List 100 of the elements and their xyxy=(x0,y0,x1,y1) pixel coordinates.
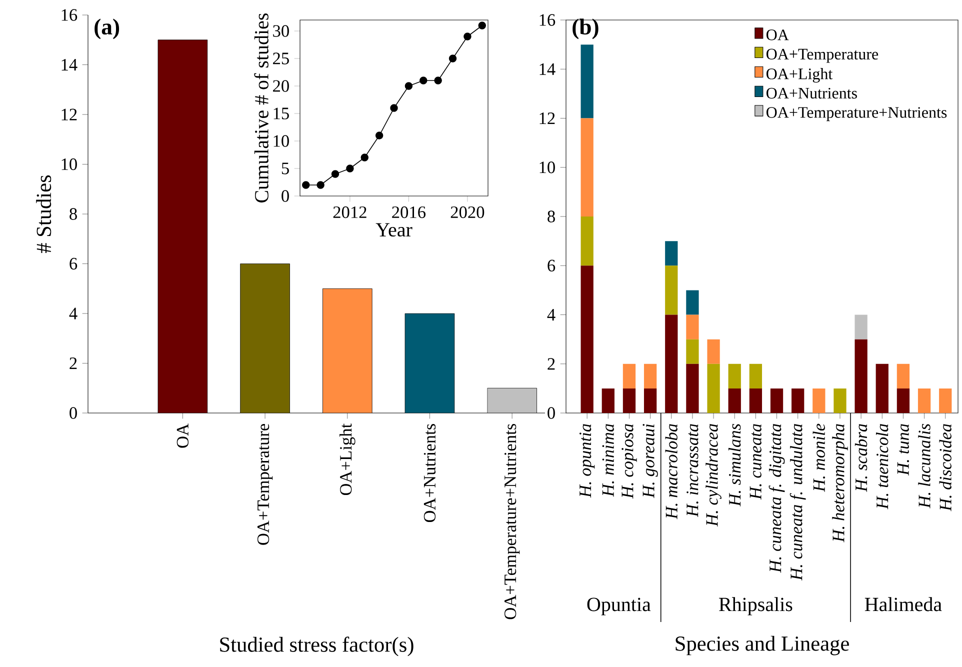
y-tick-label: 6 xyxy=(70,258,78,270)
x-tick-label: H. cylindracea xyxy=(706,424,722,527)
bar xyxy=(686,364,699,414)
point xyxy=(434,76,442,84)
bar xyxy=(749,388,762,414)
point xyxy=(316,181,324,189)
bar xyxy=(602,388,614,414)
x-tick-label: H. incrassata xyxy=(686,424,698,518)
bar xyxy=(686,339,699,364)
text: Opuntia xyxy=(587,598,651,616)
y-tick-label: 10 xyxy=(274,135,289,147)
y-tick-label: 0 xyxy=(548,407,555,419)
point xyxy=(464,32,472,40)
y-axis-title: Cumulative # of studies xyxy=(254,13,268,202)
bar xyxy=(580,266,594,414)
y-tick-label: 4 xyxy=(69,308,78,320)
y-tick-label: 20 xyxy=(273,80,289,92)
y-tick-label: 8 xyxy=(70,208,77,220)
x-tick-label: H. heteromorpha xyxy=(832,424,848,542)
bar xyxy=(854,314,868,340)
y-tick-label: 25 xyxy=(273,52,289,64)
x-tick-label: H. minima xyxy=(602,424,614,497)
y-tick-label: 5 xyxy=(282,162,289,174)
y-tick-label: 10 xyxy=(62,158,77,170)
y-tick-label: 8 xyxy=(548,210,555,222)
legend-label: OA+Temperature xyxy=(766,48,878,63)
y-tick-label: 2 xyxy=(548,358,555,370)
bar xyxy=(644,388,657,414)
y-tick-label: 15 xyxy=(274,108,289,120)
text: Rhipsalis xyxy=(719,597,792,616)
x-tick-label: OA+Temperature xyxy=(257,424,273,545)
bar xyxy=(580,118,594,217)
annotation: (b) xyxy=(572,18,598,40)
x-tick-label: H. discoidea xyxy=(939,424,952,512)
x-tick-label: H. monile xyxy=(812,424,826,492)
bar xyxy=(580,44,594,118)
x-axis-title: Species and Lineage xyxy=(676,636,849,656)
text: Halimeda xyxy=(864,597,942,612)
y-tick-label: 10 xyxy=(540,162,555,174)
point xyxy=(390,104,398,112)
point xyxy=(478,22,486,30)
bar xyxy=(665,266,678,315)
x-tick-label: H. opuntia xyxy=(579,424,595,498)
y-tick-label: 6 xyxy=(548,260,556,272)
bar xyxy=(854,339,868,414)
x-tick-label: H. scabra xyxy=(854,424,868,492)
x-tick-label: H. copiosa xyxy=(622,424,637,499)
point xyxy=(346,164,354,172)
x-tick-label: 2020 xyxy=(450,206,484,218)
bar xyxy=(876,364,888,414)
bar xyxy=(896,388,910,414)
x-tick-label: OA+Light xyxy=(340,424,356,496)
y-tick-label: 30 xyxy=(273,25,289,37)
bar xyxy=(728,388,741,414)
x-tick-label: H. lacunalis xyxy=(918,424,930,508)
x-tick-label: OA+Temperature+Nutrients xyxy=(504,424,520,620)
annotation: (a) xyxy=(94,18,120,40)
y-tick-label: 12 xyxy=(62,108,77,120)
x-tick-label: H. cuneata xyxy=(750,424,762,500)
legend-label: OA+Temperature+Nutrients xyxy=(766,107,947,122)
y-tick-label: 2 xyxy=(70,358,77,369)
y-tick-label: 0 xyxy=(282,190,289,202)
bar xyxy=(665,314,678,414)
x-tick-label: H. tuna xyxy=(897,424,910,476)
x-tick-label: OA+Nutrients xyxy=(424,424,436,522)
point xyxy=(331,170,340,178)
x-axis-title: Year xyxy=(376,223,412,237)
y-tick-label: 16 xyxy=(540,14,556,26)
bar xyxy=(918,388,931,414)
bar xyxy=(812,388,826,414)
bar xyxy=(686,314,699,340)
bar xyxy=(749,364,762,388)
y-tick-label: 12 xyxy=(540,112,555,124)
x-tick-label: H. cuneata f. digitata xyxy=(768,424,785,573)
x-tick-label: H. goreaui xyxy=(642,424,658,498)
bar xyxy=(792,388,804,414)
point xyxy=(360,154,368,162)
legend-label: OA+Nutrients xyxy=(766,88,857,99)
y-tick-label: 0 xyxy=(70,407,77,419)
bar xyxy=(707,364,720,414)
point xyxy=(302,181,310,189)
x-axis-title: Studied stress factor(s) xyxy=(220,636,414,656)
bar xyxy=(707,339,720,364)
bar xyxy=(622,364,636,388)
bar xyxy=(665,241,678,266)
x-tick-label: 2012 xyxy=(333,206,366,218)
point xyxy=(420,76,428,84)
x-tick-label: H. cuneata f. undulata xyxy=(790,424,806,581)
point xyxy=(448,54,457,62)
y-tick-label: 16 xyxy=(62,9,78,21)
bar xyxy=(896,364,910,388)
legend-label: OA xyxy=(766,30,789,40)
bar xyxy=(770,388,784,414)
x-tick-label: 2016 xyxy=(392,206,426,218)
y-axis-title: # Studies xyxy=(36,175,52,254)
bar xyxy=(834,388,846,414)
bar xyxy=(580,216,594,266)
y-tick-label: 14 xyxy=(540,63,556,75)
bar xyxy=(939,388,952,414)
bar xyxy=(622,388,636,414)
